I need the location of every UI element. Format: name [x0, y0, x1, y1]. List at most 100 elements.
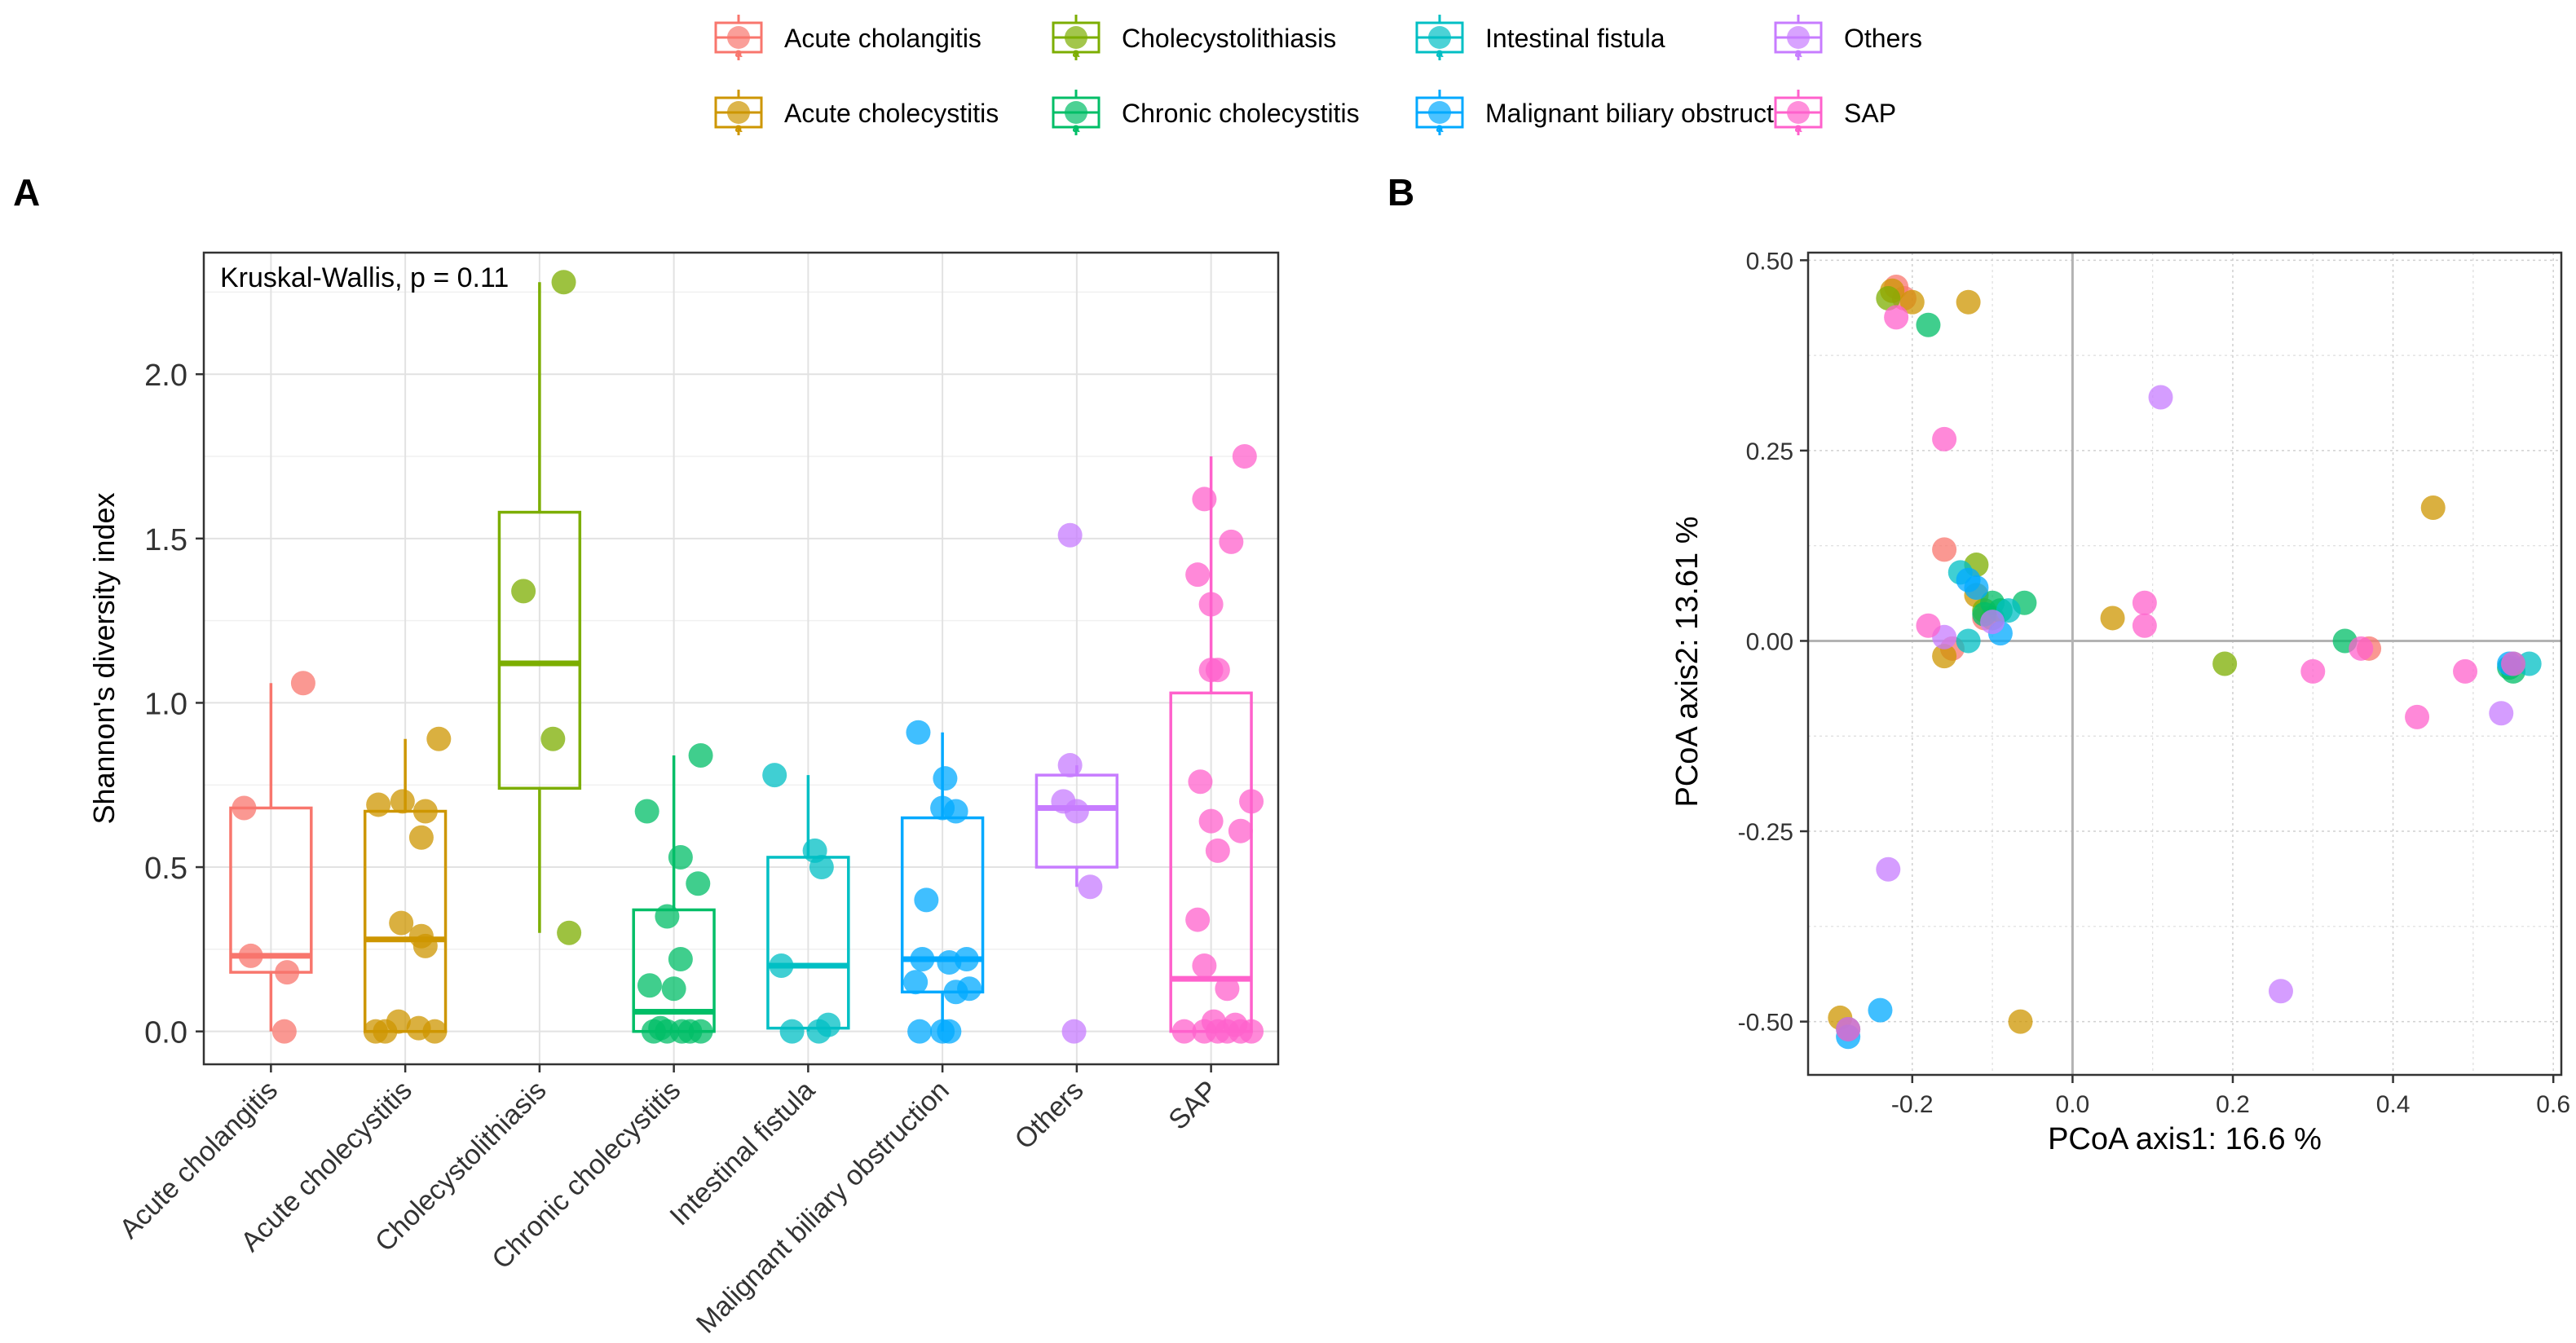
data-point	[903, 970, 929, 995]
data-point	[910, 946, 935, 971]
data-point	[557, 920, 582, 945]
panel-a-y-axis: 0.0 0.5 1.0 1.5 2.0	[144, 359, 204, 1050]
data-point	[238, 943, 263, 968]
y-tick-label: 0.50	[1746, 248, 1793, 275]
legend-item-intestinal-fistula: a Intestinal fistula	[1415, 15, 1665, 60]
legend-key-glyph: a	[1795, 121, 1802, 135]
panel-a-annotation: Kruskal-Wallis, p = 0.11	[220, 262, 509, 293]
data-point	[1057, 753, 1083, 778]
data-point	[1232, 444, 1257, 469]
y-tick-label: 0.00	[1746, 628, 1793, 655]
y-tick-label: 0.25	[1746, 438, 1793, 465]
data-point	[954, 946, 979, 971]
data-point	[688, 1019, 713, 1044]
legend-key: a	[1415, 15, 1464, 60]
x-tick-label: -0.2	[1891, 1091, 1934, 1118]
data-point	[540, 726, 566, 751]
data-point	[1192, 953, 1217, 979]
data-point	[655, 904, 680, 929]
legend-key: a	[1774, 90, 1823, 135]
panel-b-y-axis-title: PCoA axis2: 13.61 %	[1670, 517, 1705, 808]
panel-b-scatter: -0.50-0.250.000.250.50 -0.2 0.0 0.2 0.4 0.6 …	[1670, 248, 2570, 1156]
data-point	[1219, 529, 1244, 554]
data-point	[1064, 799, 1089, 824]
x-tick-label: 0.2	[2216, 1091, 2250, 1118]
data-point	[1228, 818, 1253, 843]
y-tick-label: 1.0	[144, 687, 187, 721]
y-tick-label: 2.0	[144, 359, 187, 393]
data-point	[2132, 590, 2157, 615]
data-point	[686, 871, 711, 896]
panel-label-b: B	[1387, 171, 1414, 214]
legend-key-glyph: a	[1073, 121, 1080, 135]
box-cholecystolithiasis	[497, 282, 582, 933]
y-tick-label: 0.5	[144, 852, 187, 886]
legend-key: a	[714, 90, 763, 135]
data-point	[2212, 651, 2238, 676]
data-point	[933, 766, 958, 791]
data-point	[806, 1019, 831, 1044]
data-point	[373, 1019, 398, 1044]
data-point	[1916, 613, 1941, 638]
data-point	[906, 720, 931, 745]
legend-item-others: a Others	[1774, 15, 1922, 60]
legend: a Acute cholangitis a Cholecystolithiasis a I…	[714, 15, 1922, 135]
data-point	[1916, 312, 1941, 337]
panel-b-background	[1808, 253, 2561, 1075]
data-point	[290, 671, 315, 696]
data-point	[422, 1019, 448, 1044]
panel-a-background	[204, 253, 1278, 1064]
panel-b-points	[1828, 275, 2542, 1050]
data-point	[412, 933, 438, 958]
legend-label: Acute cholecystitis	[784, 99, 999, 128]
data-point	[943, 799, 968, 824]
data-point	[1876, 856, 1901, 882]
panel-b-x-axis: -0.2 0.0 0.2 0.4 0.6	[1891, 1075, 2570, 1118]
data-point	[412, 799, 438, 824]
legend-key-glyph: a	[1073, 46, 1080, 60]
legend-item-chronic-cholecystitis: a Chronic cholecystitis	[1052, 90, 1360, 135]
x-tick-label: 0.4	[2376, 1091, 2411, 1118]
y-tick-label: 1.5	[144, 523, 187, 557]
legend-label: Malignant biliary obstruction	[1485, 99, 1809, 128]
panel-a-y-axis-title: Shannon's diversity index	[87, 492, 121, 824]
panel-b-x-axis-title: PCoA axis1: 16.6 %	[2048, 1122, 2322, 1156]
data-point	[779, 1019, 805, 1044]
x-tick-label: SAP	[1162, 1075, 1224, 1136]
legend-label: Acute cholangitis	[784, 24, 981, 53]
data-point	[2008, 1009, 2033, 1034]
data-point	[762, 763, 787, 788]
legend-key-glyph: a	[735, 121, 743, 135]
data-point	[668, 844, 693, 870]
data-point	[1078, 874, 1103, 900]
data-point	[957, 976, 982, 1002]
legend-key-glyph: a	[1436, 46, 1444, 60]
panel-a-border	[202, 251, 1280, 1066]
data-point	[1239, 789, 1264, 814]
x-tick-label: 0.6	[2536, 1091, 2570, 1118]
legend-key-glyph: a	[1795, 46, 1802, 60]
x-tick-label: Intestinal fistula	[664, 1075, 821, 1232]
data-point	[1932, 644, 1957, 669]
data-point	[1061, 1019, 1087, 1044]
data-point	[1215, 976, 1240, 1002]
data-point	[1876, 286, 1901, 311]
legend-key: a	[1052, 15, 1101, 60]
data-point	[1198, 592, 1224, 617]
panel-a-points	[232, 270, 1264, 1044]
data-point	[390, 789, 415, 814]
data-point	[271, 1019, 297, 1044]
x-tick-label: 0.0	[2056, 1091, 2090, 1118]
data-point	[1956, 289, 1981, 315]
x-tick-label: Malignant biliary obstruction	[690, 1075, 955, 1340]
legend-key: a	[1052, 90, 1101, 135]
data-point	[2501, 651, 2526, 676]
series-sap	[1836, 305, 2526, 1041]
data-point	[2453, 658, 2478, 684]
legend-item-acute-cholecystitis: a Acute cholecystitis	[714, 90, 999, 135]
box-iqr	[229, 806, 313, 974]
panel-b-border	[1806, 251, 2563, 1077]
y-tick-label: -0.25	[1738, 819, 1793, 846]
